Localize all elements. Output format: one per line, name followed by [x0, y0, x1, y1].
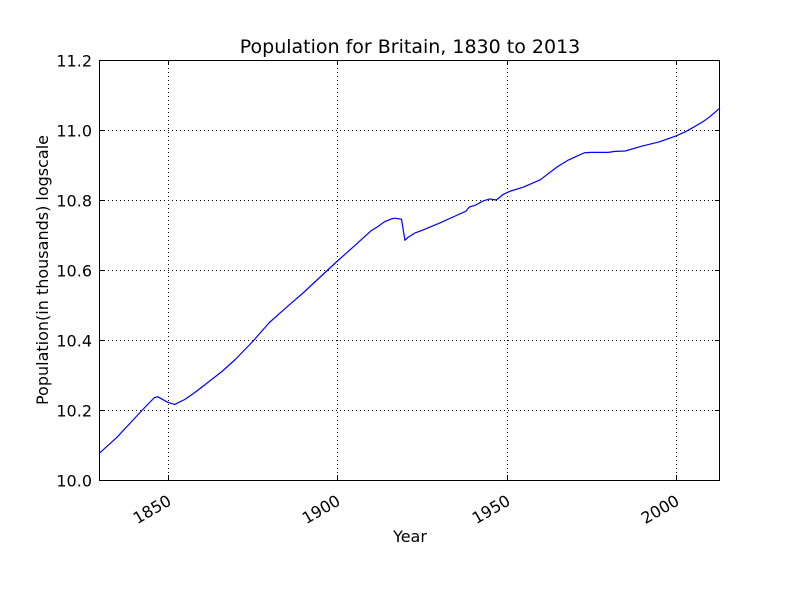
- y-tick-label: 10.4: [56, 332, 92, 351]
- x-tick-label: 1900: [299, 491, 344, 528]
- x-tick-labels: 1850 1900 1950 2000: [130, 491, 683, 528]
- series-layer: [99, 107, 721, 454]
- population-series-line: [99, 107, 721, 454]
- chart-title: Population for Britain, 1830 to 2013: [240, 36, 581, 58]
- y-axis-label: Population(in thousands) logscale: [33, 135, 52, 405]
- x-tick-label: 1950: [469, 491, 514, 528]
- x-axis-label: Year: [392, 527, 427, 546]
- y-tick-label: 11.2: [56, 52, 92, 71]
- plot-frame: [99, 60, 720, 481]
- y-tick-label: 10.6: [56, 262, 92, 281]
- y-tick-label: 10.8: [56, 192, 92, 211]
- y-tick-label: 10.0: [56, 472, 92, 491]
- x-tick-label: 1850: [130, 491, 175, 528]
- x-tick-label: 2000: [638, 491, 683, 528]
- y-tick-label: 10.2: [56, 402, 92, 421]
- grid-lines: [100, 60, 720, 480]
- y-tick-label: 11.0: [56, 122, 92, 141]
- y-tick-labels: 10.0 10.2 10.4 10.6 10.8 11.0 11.2: [56, 52, 92, 491]
